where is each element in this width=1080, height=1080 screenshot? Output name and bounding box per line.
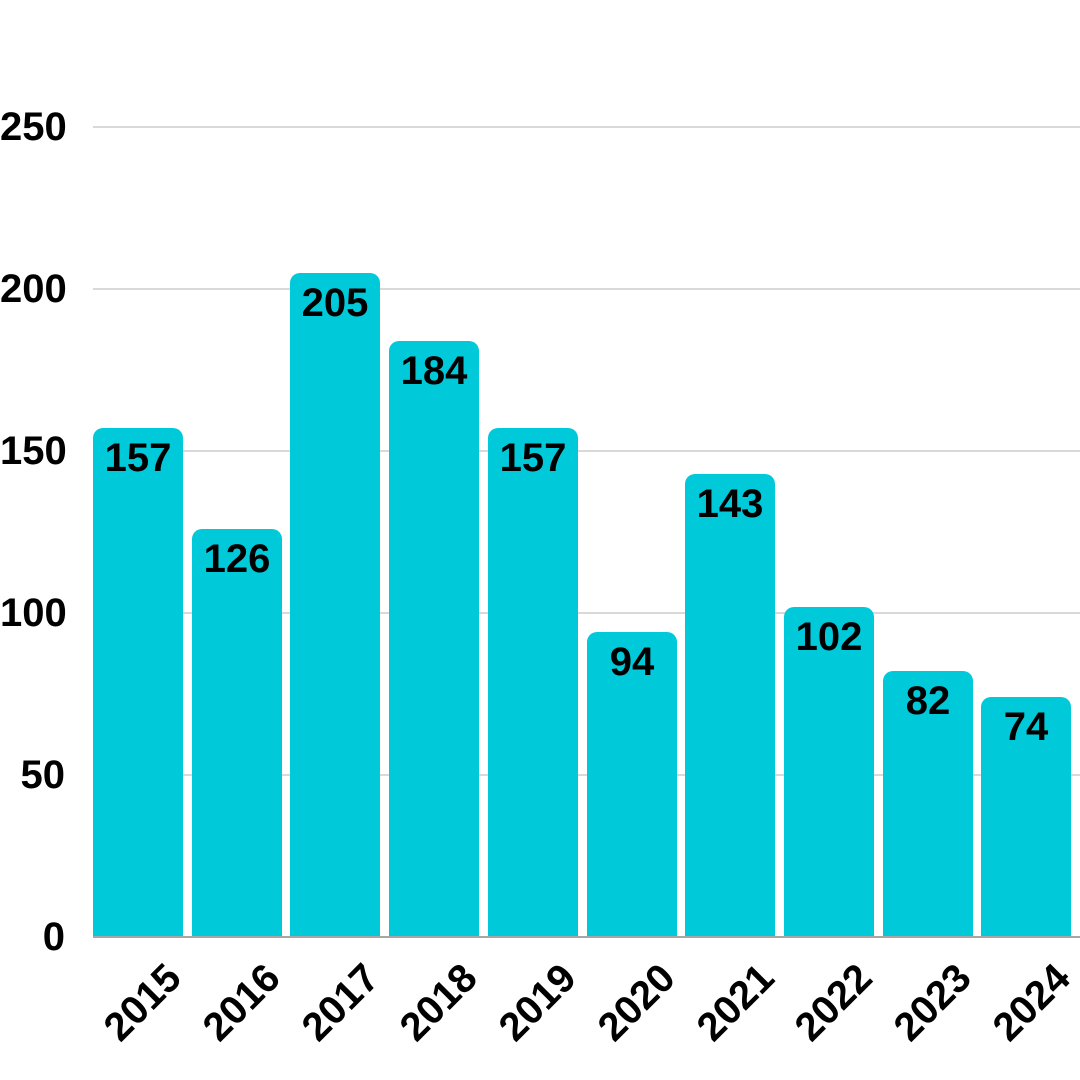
- bar-2022: 102: [784, 607, 874, 937]
- bar-value-label: 74: [1003, 705, 1049, 749]
- x-axis-line: [93, 936, 1080, 938]
- bar-value-label: 82: [905, 679, 951, 723]
- gridline-200: [93, 288, 1080, 290]
- bar-value-label: 157: [499, 436, 567, 480]
- gridline-250: [93, 126, 1080, 128]
- bar-2017: 205: [290, 273, 380, 937]
- bar-value-label: 143: [696, 482, 764, 526]
- y-axis-tick-label: 200: [0, 267, 67, 311]
- y-axis-tick-label: 150: [0, 429, 67, 473]
- bar-value-label: 205: [301, 281, 369, 325]
- bar-2019: 157: [488, 428, 578, 937]
- gridline-50: [93, 774, 1080, 776]
- gridline-100: [93, 612, 1080, 614]
- bar-2023: 82: [883, 671, 973, 937]
- y-axis-tick-label: 250: [0, 105, 67, 149]
- y-axis-tick-label: 100: [0, 591, 67, 635]
- bar-2020: 94: [587, 632, 677, 937]
- bar-value-label: 102: [795, 615, 863, 659]
- bar-2021: 143: [685, 474, 775, 937]
- gridline-150: [93, 450, 1080, 452]
- bar-value-label: 184: [400, 349, 468, 393]
- y-axis-tick-label: 0: [42, 915, 65, 959]
- y-axis-tick-label: 50: [20, 753, 66, 797]
- bar-value-label: 126: [203, 537, 271, 581]
- bar-2015: 157: [93, 428, 183, 937]
- bar-2018: 184: [389, 341, 479, 937]
- bar-value-label: 157: [104, 436, 172, 480]
- bar-2024: 74: [981, 697, 1071, 937]
- bar-value-label: 94: [609, 640, 655, 684]
- bar-2016: 126: [192, 529, 282, 937]
